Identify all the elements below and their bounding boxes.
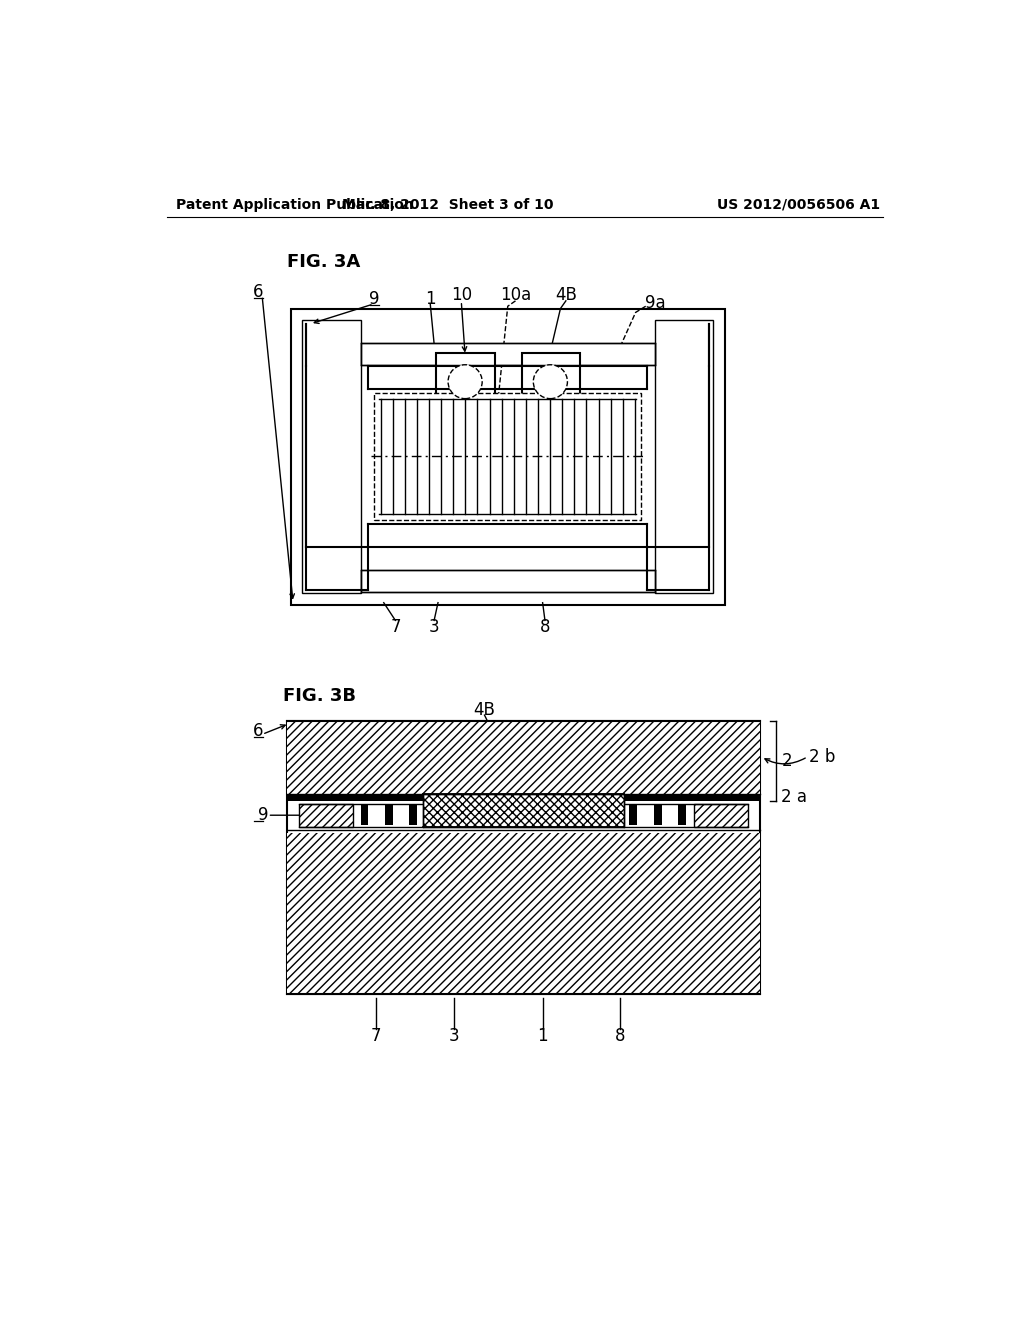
Bar xyxy=(360,343,655,364)
Text: 1: 1 xyxy=(425,290,435,309)
Text: 8: 8 xyxy=(614,1027,626,1045)
Bar xyxy=(693,804,748,826)
Bar xyxy=(299,804,352,826)
Text: 1: 1 xyxy=(538,1027,548,1045)
Bar xyxy=(360,805,369,825)
Text: 10a: 10a xyxy=(500,286,531,305)
Bar xyxy=(678,805,686,825)
Text: 3: 3 xyxy=(449,1027,459,1045)
Text: 2: 2 xyxy=(782,751,793,770)
Bar xyxy=(287,721,760,793)
Text: 4B: 4B xyxy=(555,286,577,305)
Bar xyxy=(482,805,490,825)
Bar xyxy=(507,805,515,825)
Bar xyxy=(287,721,760,994)
Bar xyxy=(434,805,441,825)
Text: 8: 8 xyxy=(540,618,550,635)
Text: 3: 3 xyxy=(429,618,439,635)
Bar xyxy=(291,309,725,605)
Circle shape xyxy=(449,364,482,399)
Bar xyxy=(436,354,495,404)
Text: 9a: 9a xyxy=(645,294,666,312)
Bar xyxy=(556,805,564,825)
Bar xyxy=(581,805,588,825)
Bar xyxy=(630,805,637,825)
Bar xyxy=(360,570,655,591)
Bar xyxy=(385,805,392,825)
Bar xyxy=(287,833,760,994)
Text: 2 b: 2 b xyxy=(809,747,836,766)
Text: 7: 7 xyxy=(371,1027,381,1045)
Text: Patent Application Publication: Patent Application Publication xyxy=(176,198,414,211)
Bar xyxy=(459,805,466,825)
Text: FIG. 3B: FIG. 3B xyxy=(283,686,356,705)
Bar xyxy=(605,805,612,825)
Text: 9: 9 xyxy=(370,290,380,309)
Bar xyxy=(423,793,624,826)
Bar xyxy=(375,393,641,520)
Bar xyxy=(653,805,662,825)
Circle shape xyxy=(534,364,567,399)
Bar xyxy=(302,321,360,594)
Text: 10: 10 xyxy=(451,286,472,305)
Bar xyxy=(287,793,760,800)
Text: US 2012/0056506 A1: US 2012/0056506 A1 xyxy=(717,198,880,211)
Bar xyxy=(531,805,540,825)
Text: Mar. 8, 2012  Sheet 3 of 10: Mar. 8, 2012 Sheet 3 of 10 xyxy=(342,198,553,211)
Text: FIG. 3A: FIG. 3A xyxy=(287,253,360,272)
Text: 2 a: 2 a xyxy=(781,788,807,805)
Text: 7: 7 xyxy=(390,618,400,635)
Bar xyxy=(410,805,417,825)
Bar xyxy=(521,354,580,404)
Text: 4B: 4B xyxy=(473,701,496,719)
Text: 9: 9 xyxy=(258,807,269,824)
Text: 6: 6 xyxy=(253,282,263,301)
Bar xyxy=(655,321,713,594)
Text: 6: 6 xyxy=(253,722,263,739)
